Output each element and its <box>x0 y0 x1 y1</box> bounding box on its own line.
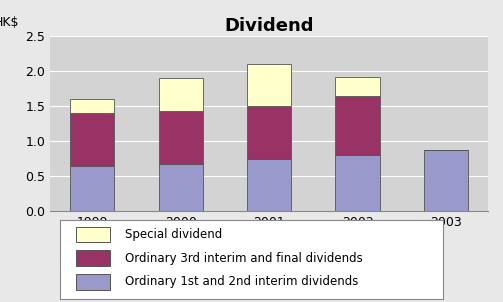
FancyBboxPatch shape <box>75 227 110 243</box>
Text: Ordinary 1st and 2nd interim dividends: Ordinary 1st and 2nd interim dividends <box>125 275 359 288</box>
Bar <box>424 150 468 211</box>
Title: Dividend: Dividend <box>224 17 314 35</box>
Bar <box>158 111 203 164</box>
Bar <box>158 78 203 111</box>
Bar <box>247 64 291 106</box>
Bar <box>247 159 291 211</box>
Text: Ordinary 3rd interim and final dividends: Ordinary 3rd interim and final dividends <box>125 252 363 265</box>
Text: Special dividend: Special dividend <box>125 228 223 241</box>
Bar <box>158 164 203 211</box>
Bar <box>336 96 380 155</box>
Bar <box>70 166 114 211</box>
Bar <box>336 155 380 211</box>
Bar <box>336 77 380 96</box>
FancyBboxPatch shape <box>75 250 110 266</box>
Bar <box>247 106 291 159</box>
Text: HK$: HK$ <box>0 16 19 29</box>
Bar <box>70 113 114 166</box>
Bar <box>70 99 114 113</box>
FancyBboxPatch shape <box>75 274 110 290</box>
